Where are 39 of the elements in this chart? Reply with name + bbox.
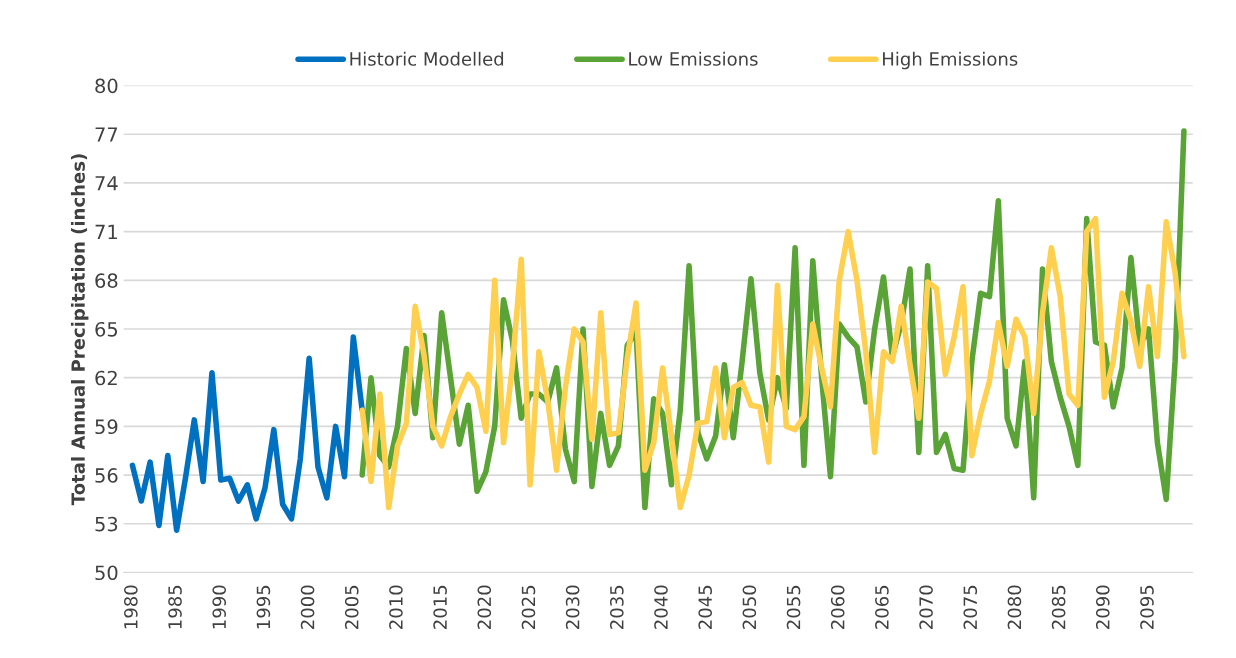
y-tick-label: 62 [95,370,117,386]
x-tick-label: 2040 [654,585,668,629]
x-tick-label: 2085 [1051,585,1066,629]
x-tick-label: 2025 [521,585,536,629]
x-tick-label: 2015 [433,585,447,629]
y-tick-label: 68 [95,273,118,288]
x-tick-label: 1980 [124,585,138,629]
x-tick-label: 2045 [698,585,713,629]
x-tick-label: 2075 [963,585,978,629]
y-tick-label: 71 [95,224,117,239]
x-tick-label: 2000 [300,585,315,629]
y-axis-title: Total Annual Precipitation (inches) [70,154,89,506]
x-tick-label: 2090 [1095,585,1110,629]
y-tick-label: 56 [95,468,118,483]
y-tick-label: 59 [95,419,118,435]
x-tick-label: 2095 [1140,585,1154,629]
legend-label: Low Emissions [629,51,758,66]
x-tick-label: 2010 [389,585,403,629]
y-tick-label: 53 [95,516,118,532]
x-tick-label: 2005 [344,585,359,629]
x-tick-label: 2055 [786,585,801,629]
y-tick-label: 77 [95,127,118,142]
x-tick-label: 2080 [1007,585,1022,629]
x-tick-label: 2070 [919,585,933,629]
x-tick-label: 2060 [830,585,845,629]
y-tick-label: 65 [95,321,118,337]
x-tick-label: 2035 [609,585,624,629]
x-tick-label: 2030 [565,585,580,629]
x-tick-label: 1985 [168,585,182,629]
x-tick-label: 2020 [477,585,492,629]
y-tick-label: 80 [95,78,118,94]
x-tick-label: 1990 [212,585,227,629]
legend-label: Historic Modelled [350,51,504,66]
x-tick-label: 2050 [742,585,757,629]
legend-label: High Emissions [883,51,1018,70]
x-tick-label: 1995 [256,585,271,629]
y-tick-label: 50 [95,565,118,581]
y-tick-label: 74 [95,176,118,191]
x-tick-label: 2065 [875,585,889,629]
